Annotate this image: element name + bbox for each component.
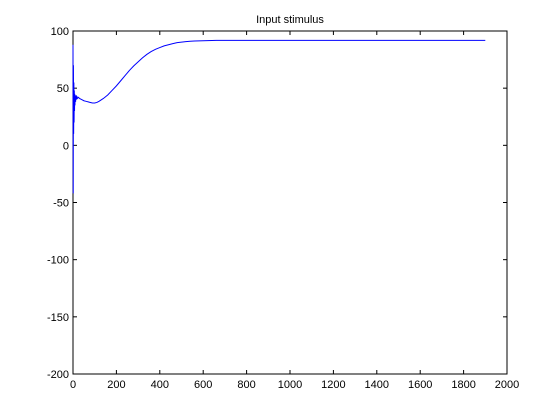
chart-title: Input stimulus [256, 14, 324, 26]
x-tick-label: 1600 [408, 379, 432, 391]
x-tick-label: 800 [237, 379, 255, 391]
y-tick-label: 100 [51, 26, 69, 38]
y-tick-label: -200 [47, 369, 69, 381]
y-tick-label: 50 [57, 83, 69, 95]
y-tick-label: -50 [53, 198, 69, 210]
x-tick-label: 600 [194, 379, 212, 391]
x-tick-label: 1200 [321, 379, 345, 391]
x-tick-label: 400 [151, 379, 169, 391]
y-tick-label: -150 [47, 312, 69, 324]
y-tick-label: 0 [63, 140, 69, 152]
x-tick-label: 1400 [365, 379, 389, 391]
x-tick-label: 200 [107, 379, 125, 391]
x-tick-label: 1000 [278, 379, 302, 391]
x-tick-label: 1800 [451, 379, 475, 391]
y-tick-label: -100 [47, 255, 69, 267]
x-tick-label: 0 [70, 379, 76, 391]
x-tick-label: 2000 [495, 379, 519, 391]
